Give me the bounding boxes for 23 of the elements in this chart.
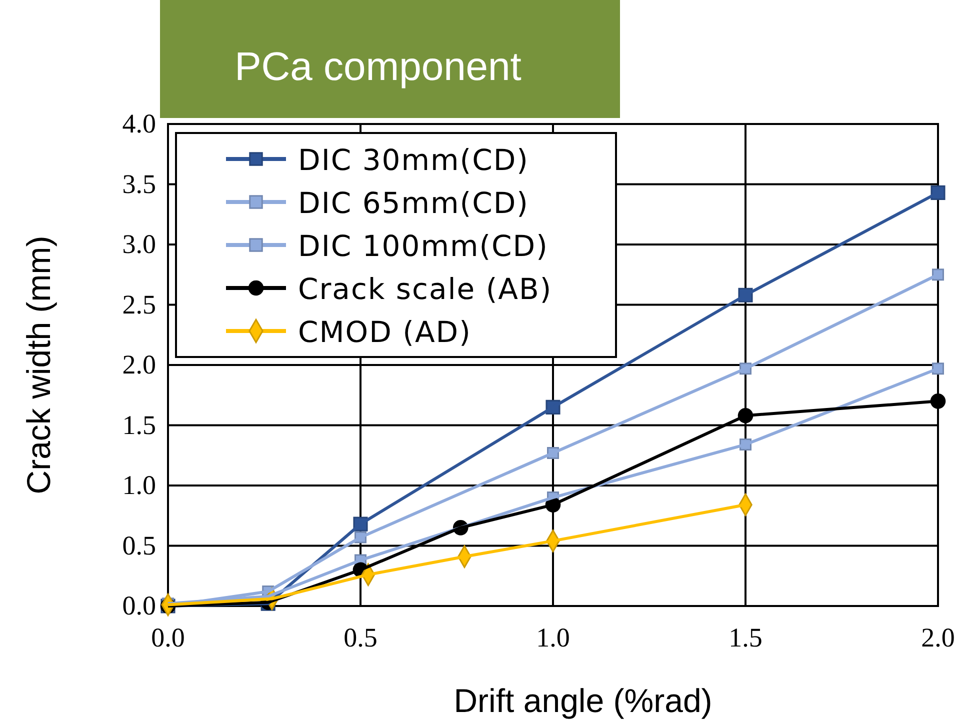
x-tick-label: 1.5 bbox=[728, 622, 762, 652]
y-tick-label: 1.0 bbox=[122, 470, 156, 500]
y-axis-title: Crack width (mm) bbox=[20, 236, 57, 494]
y-tick-label: 4.0 bbox=[122, 108, 156, 139]
legend-label: DIC 30mm(CD) bbox=[298, 143, 529, 177]
x-tick-label: 2.0 bbox=[921, 622, 955, 652]
y-tick-label: 0.0 bbox=[122, 590, 156, 621]
y-tick-label: 1.5 bbox=[122, 410, 156, 440]
x-tick-label: 1.0 bbox=[536, 622, 570, 652]
legend-label: DIC 65mm(CD) bbox=[298, 186, 529, 220]
legend-label: CMOD (AD) bbox=[298, 315, 472, 349]
x-tick-label: 0.5 bbox=[344, 622, 378, 652]
point bbox=[930, 185, 946, 200]
legend-label: DIC 100mm(CD) bbox=[298, 229, 548, 263]
y-tick-label: 2.0 bbox=[122, 350, 156, 380]
x-axis-title: Drift angle (%rad) bbox=[454, 682, 712, 719]
y-tick-label: 2.5 bbox=[122, 289, 156, 320]
y-tick-label: 3.5 bbox=[122, 168, 156, 199]
x-tick-label: 0.0 bbox=[151, 622, 185, 652]
y-tick-label: 0.5 bbox=[122, 530, 156, 560]
chart-title: PCa component bbox=[234, 45, 522, 89]
y-tick-label: 3.0 bbox=[122, 229, 156, 260]
legend-label: Crack scale (AB) bbox=[298, 272, 552, 306]
